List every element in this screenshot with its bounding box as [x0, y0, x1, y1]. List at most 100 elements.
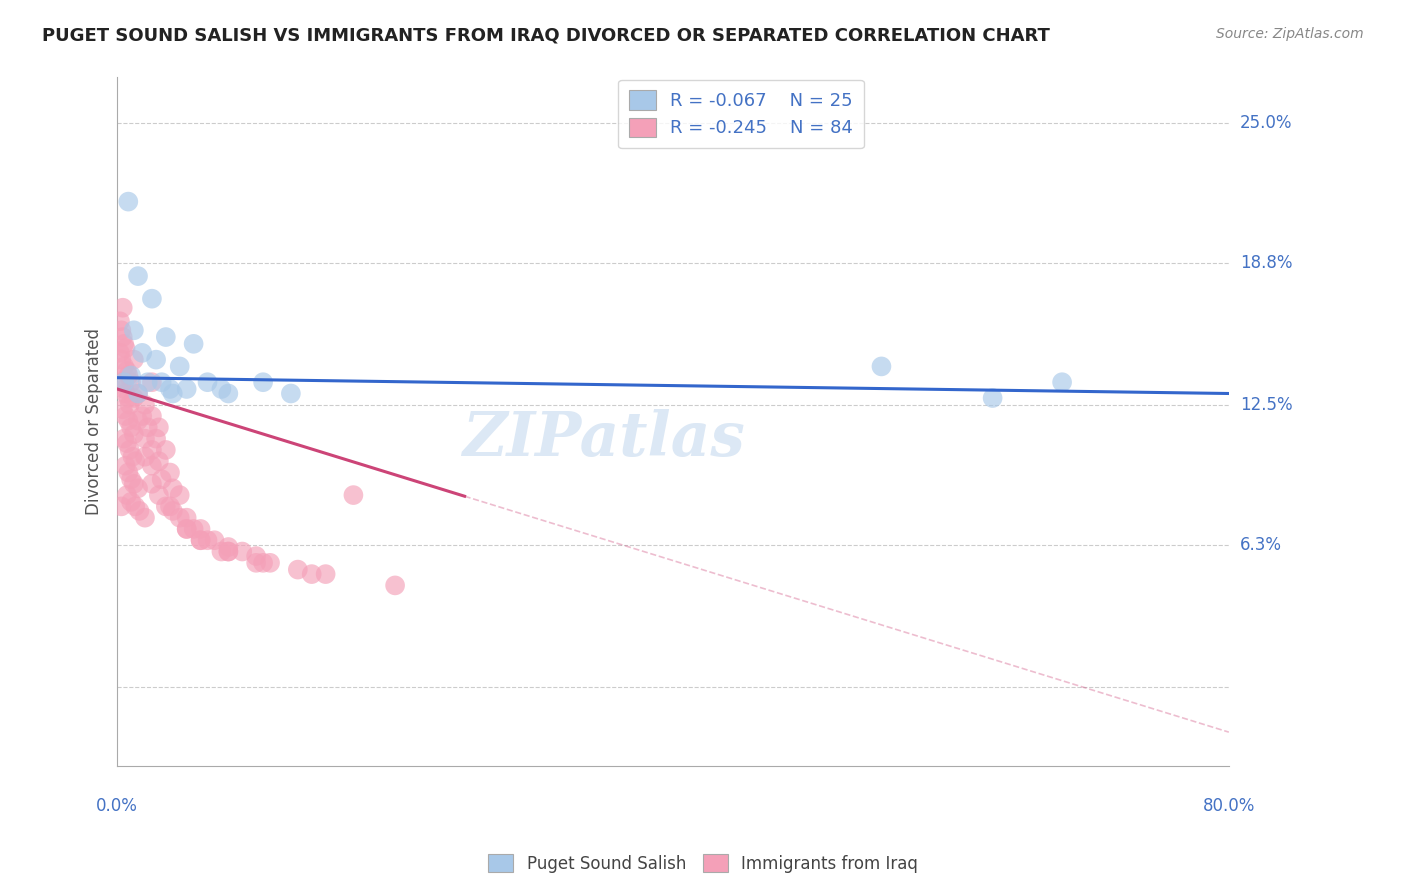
Point: [159, 500, 181, 514]
Point: [112, 375, 135, 389]
Point: [115, 436, 138, 450]
Point: [121, 450, 143, 464]
Point: [110, 500, 132, 514]
Point: [141, 409, 163, 423]
Point: [176, 522, 198, 536]
Point: [112, 359, 135, 374]
Point: [384, 578, 406, 592]
Point: [169, 359, 191, 374]
Point: [122, 352, 145, 367]
Point: [117, 368, 139, 383]
Point: [111, 301, 134, 315]
Point: [136, 375, 159, 389]
Point: [155, 330, 177, 344]
Point: [245, 549, 267, 563]
Point: [209, 382, 232, 396]
Point: [280, 386, 302, 401]
Point: [136, 420, 159, 434]
Point: [176, 382, 198, 396]
Text: PUGET SOUND SALISH VS IMMIGRANTS FROM IRAQ DIVORCED OR SEPARATED CORRELATION CHA: PUGET SOUND SALISH VS IMMIGRANTS FROM IR…: [42, 27, 1050, 45]
Point: [217, 544, 239, 558]
Point: [252, 556, 274, 570]
Text: 25.0%: 25.0%: [1240, 113, 1292, 132]
Point: [110, 323, 132, 337]
Point: [150, 375, 173, 389]
Point: [148, 454, 170, 468]
Point: [122, 476, 145, 491]
Point: [315, 567, 337, 582]
Point: [127, 269, 149, 284]
Text: 6.3%: 6.3%: [1240, 536, 1282, 554]
Point: [110, 375, 132, 389]
Point: [145, 352, 167, 367]
Text: 0.0%: 0.0%: [96, 797, 138, 814]
Point: [145, 432, 167, 446]
Point: [127, 414, 149, 428]
Point: [150, 472, 173, 486]
Text: 12.5%: 12.5%: [1240, 396, 1292, 414]
Legend: R = -0.067    N = 25, R = -0.245    N = 84: R = -0.067 N = 25, R = -0.245 N = 84: [619, 79, 865, 148]
Point: [127, 481, 149, 495]
Point: [124, 500, 146, 514]
Point: [114, 342, 136, 356]
Point: [141, 442, 163, 457]
Point: [245, 556, 267, 570]
Point: [159, 382, 181, 396]
Point: [287, 563, 309, 577]
Text: 18.8%: 18.8%: [1240, 253, 1292, 271]
Point: [124, 454, 146, 468]
Point: [148, 420, 170, 434]
Point: [197, 375, 219, 389]
Point: [117, 391, 139, 405]
Point: [176, 510, 198, 524]
Point: [128, 504, 150, 518]
Point: [217, 540, 239, 554]
Point: [259, 556, 281, 570]
Point: [342, 488, 364, 502]
Point: [120, 368, 142, 383]
Point: [131, 409, 153, 423]
Point: [1050, 375, 1073, 389]
Point: [870, 359, 893, 374]
Point: [118, 398, 141, 412]
Point: [981, 391, 1004, 405]
Point: [108, 346, 131, 360]
Point: [112, 336, 135, 351]
Point: [111, 330, 134, 344]
Point: [162, 481, 184, 495]
Point: [162, 504, 184, 518]
Point: [117, 466, 139, 480]
Point: [134, 432, 156, 446]
Text: 80.0%: 80.0%: [1202, 797, 1256, 814]
Text: ZIPatlas: ZIPatlas: [463, 409, 745, 468]
Text: Source: ZipAtlas.com: Source: ZipAtlas.com: [1216, 27, 1364, 41]
Point: [217, 544, 239, 558]
Point: [122, 427, 145, 442]
Point: [127, 386, 149, 401]
Point: [114, 409, 136, 423]
Point: [120, 375, 142, 389]
Point: [108, 314, 131, 328]
Point: [209, 544, 232, 558]
Point: [120, 495, 142, 509]
Point: [141, 458, 163, 473]
Point: [117, 414, 139, 428]
Point: [301, 567, 323, 582]
Point: [141, 292, 163, 306]
Point: [134, 450, 156, 464]
Point: [127, 386, 149, 401]
Point: [114, 458, 136, 473]
Point: [183, 336, 205, 351]
Point: [112, 382, 135, 396]
Point: [190, 522, 212, 536]
Point: [141, 375, 163, 389]
Point: [155, 500, 177, 514]
Point: [176, 522, 198, 536]
Point: [131, 346, 153, 360]
Point: [117, 194, 139, 209]
Point: [118, 442, 141, 457]
Point: [134, 398, 156, 412]
Point: [155, 442, 177, 457]
Point: [190, 533, 212, 548]
Point: [115, 488, 138, 502]
